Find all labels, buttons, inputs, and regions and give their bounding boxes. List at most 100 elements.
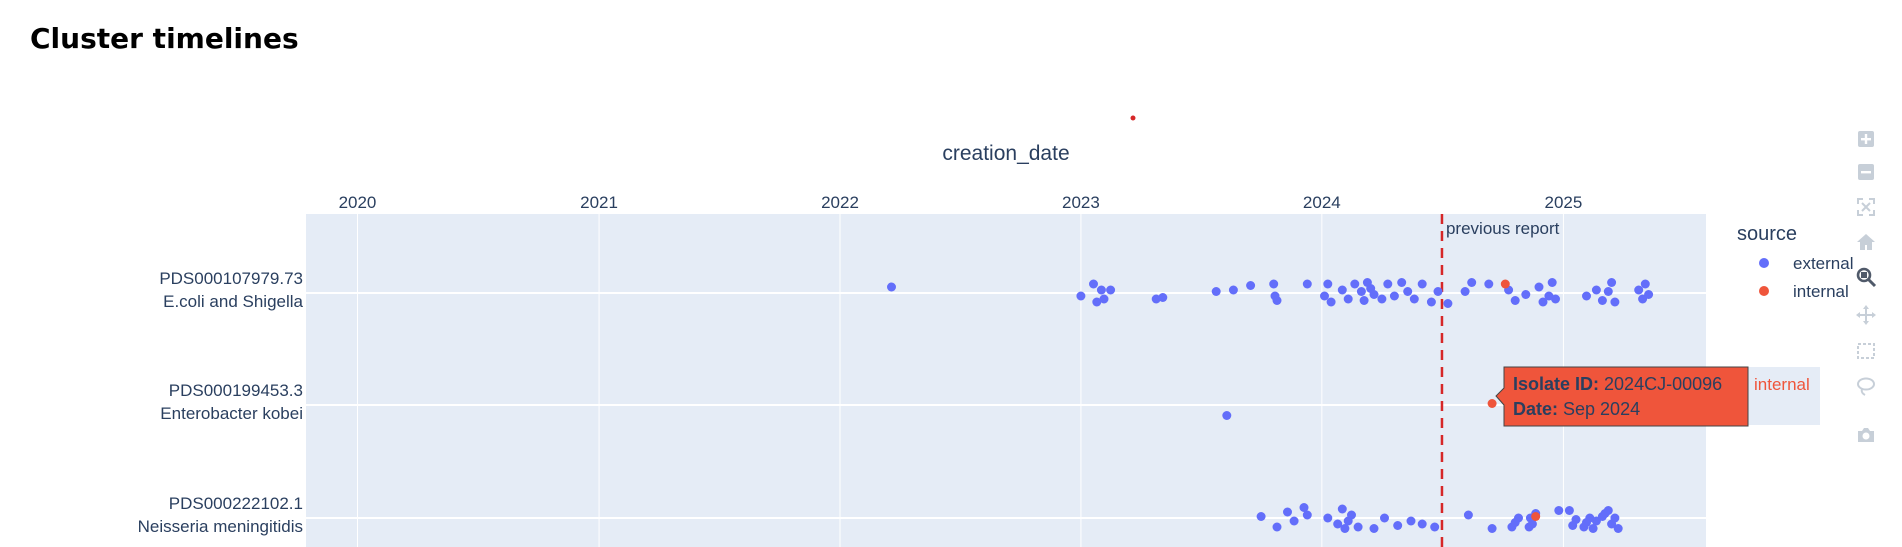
- external-point[interactable]: [1389, 291, 1399, 301]
- external-point[interactable]: [1092, 297, 1102, 307]
- external-point[interactable]: [1582, 291, 1591, 301]
- external-point[interactable]: [1521, 290, 1531, 299]
- external-point[interactable]: [1283, 507, 1292, 517]
- external-point[interactable]: [1106, 285, 1116, 295]
- external-point[interactable]: [1337, 285, 1347, 295]
- legend-label-external[interactable]: external: [1793, 254, 1853, 273]
- external-point[interactable]: [1340, 524, 1350, 533]
- external-point[interactable]: [1510, 296, 1520, 305]
- zoom-out-button[interactable]: [1852, 158, 1880, 186]
- external-point[interactable]: [1289, 516, 1299, 526]
- external-point[interactable]: [1302, 279, 1312, 289]
- external-point[interactable]: [1222, 411, 1232, 420]
- external-point[interactable]: [1417, 519, 1427, 529]
- external-point[interactable]: [1089, 279, 1098, 289]
- external-point[interactable]: [1610, 297, 1620, 307]
- external-point[interactable]: [1397, 278, 1407, 287]
- external-point[interactable]: [1369, 524, 1379, 533]
- plot-area[interactable]: [306, 214, 1706, 547]
- external-point[interactable]: [1356, 287, 1366, 296]
- autoscale-button[interactable]: [1852, 193, 1880, 221]
- external-point[interactable]: [1377, 294, 1387, 304]
- external-point[interactable]: [1607, 278, 1617, 287]
- external-point[interactable]: [1269, 279, 1279, 289]
- external-point[interactable]: [1463, 510, 1473, 520]
- external-point[interactable]: [1369, 290, 1379, 299]
- external-point[interactable]: [1597, 296, 1607, 305]
- external-point[interactable]: [1467, 278, 1477, 287]
- external-point[interactable]: [1211, 287, 1221, 296]
- external-point[interactable]: [1487, 524, 1497, 533]
- external-point[interactable]: [1272, 296, 1282, 305]
- external-point[interactable]: [1591, 285, 1601, 295]
- external-point[interactable]: [1430, 522, 1440, 532]
- external-point[interactable]: [1320, 291, 1329, 301]
- external-point[interactable]: [1644, 290, 1654, 299]
- external-point[interactable]: [1347, 510, 1356, 520]
- external-point[interactable]: [1333, 519, 1343, 529]
- external-point[interactable]: [1603, 287, 1613, 296]
- external-point[interactable]: [1588, 524, 1598, 533]
- external-point[interactable]: [1383, 279, 1393, 289]
- external-point[interactable]: [1564, 506, 1574, 515]
- box-select-button[interactable]: [1852, 337, 1880, 365]
- legend-marker-external[interactable]: [1759, 258, 1769, 268]
- home-button[interactable]: [1852, 228, 1880, 256]
- external-point[interactable]: [1228, 285, 1238, 295]
- external-point[interactable]: [1353, 522, 1363, 532]
- external-point[interactable]: [1403, 287, 1413, 296]
- external-point[interactable]: [1299, 503, 1309, 512]
- external-point[interactable]: [1538, 297, 1548, 307]
- zoom-in-button[interactable]: [1852, 125, 1880, 153]
- external-point[interactable]: [1433, 287, 1443, 296]
- external-point[interactable]: [1613, 524, 1623, 533]
- external-point[interactable]: [1158, 293, 1168, 302]
- external-point[interactable]: [1417, 279, 1427, 289]
- external-point[interactable]: [1406, 516, 1416, 526]
- external-point[interactable]: [1484, 279, 1494, 289]
- external-point[interactable]: [1302, 510, 1312, 520]
- legend-marker-internal[interactable]: [1759, 286, 1769, 296]
- external-point[interactable]: [887, 282, 896, 292]
- external-point[interactable]: [1096, 285, 1106, 295]
- external-point[interactable]: [1409, 294, 1419, 304]
- external-point[interactable]: [1337, 504, 1347, 514]
- external-point[interactable]: [1426, 297, 1436, 307]
- external-point[interactable]: [1350, 279, 1360, 289]
- external-point[interactable]: [1610, 513, 1620, 523]
- legend-label-internal[interactable]: internal: [1793, 282, 1849, 301]
- external-point[interactable]: [1099, 294, 1109, 304]
- external-point[interactable]: [1640, 279, 1650, 289]
- external-point[interactable]: [1547, 278, 1557, 287]
- zoom-button[interactable]: [1852, 263, 1880, 291]
- external-point[interactable]: [1554, 506, 1564, 515]
- external-point[interactable]: [1443, 299, 1453, 308]
- external-point[interactable]: [1534, 282, 1544, 292]
- external-point[interactable]: [1323, 279, 1333, 289]
- external-point[interactable]: [1380, 513, 1389, 523]
- external-point[interactable]: [1343, 294, 1353, 304]
- lasso-select-button[interactable]: [1852, 373, 1880, 401]
- external-point[interactable]: [1256, 512, 1266, 521]
- external-point[interactable]: [1603, 506, 1613, 515]
- camera-button[interactable]: [1852, 421, 1880, 449]
- external-point[interactable]: [1634, 285, 1644, 295]
- internal-point[interactable]: [1500, 279, 1510, 289]
- external-point[interactable]: [1551, 294, 1560, 304]
- external-point[interactable]: [1460, 287, 1470, 296]
- external-point[interactable]: [1359, 296, 1369, 305]
- external-point[interactable]: [1076, 291, 1086, 301]
- external-point[interactable]: [1527, 519, 1537, 529]
- internal-point[interactable]: [1531, 512, 1541, 521]
- external-point[interactable]: [1393, 521, 1403, 530]
- external-point[interactable]: [1323, 513, 1333, 523]
- external-point[interactable]: [1514, 513, 1523, 523]
- data-points[interactable]: [887, 278, 1654, 533]
- external-point[interactable]: [1246, 281, 1256, 290]
- legend[interactable]: source external internal: [1737, 223, 1853, 301]
- pan-button[interactable]: [1852, 301, 1880, 329]
- external-point[interactable]: [1272, 522, 1282, 532]
- external-point[interactable]: [1326, 297, 1336, 307]
- internal-point[interactable]: [1487, 399, 1497, 408]
